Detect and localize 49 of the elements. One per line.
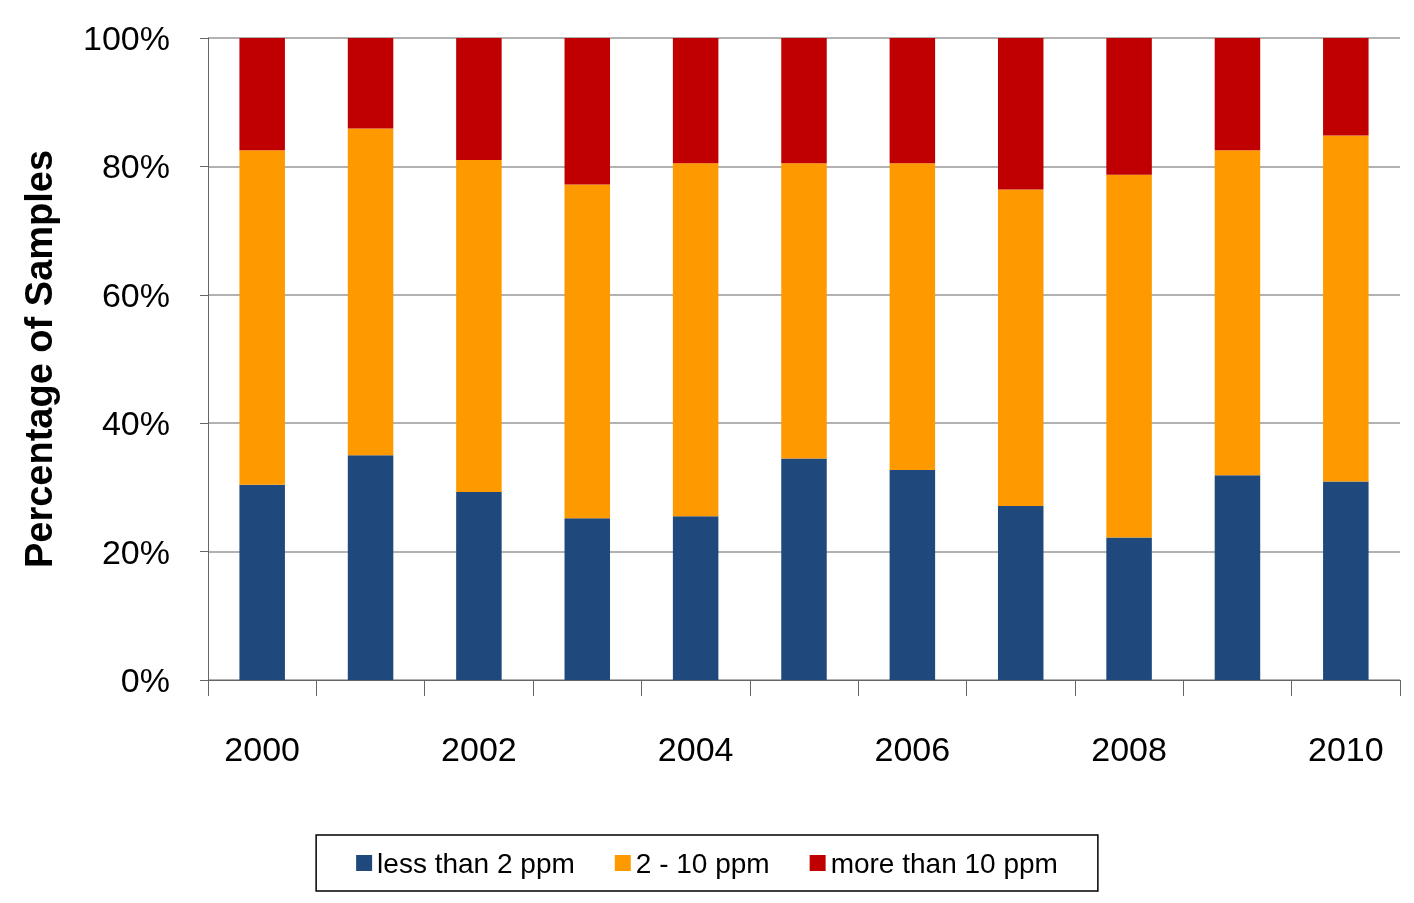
x-tick-label: 2010 [1308, 730, 1384, 768]
bar [997, 38, 1044, 190]
x-tick-label: 2006 [874, 730, 951, 768]
y-tick-label: 80% [101, 147, 170, 186]
x-tick-label: 2004 [657, 730, 734, 768]
bar [239, 38, 285, 151]
bar [239, 484, 285, 680]
bar [564, 38, 611, 185]
bar [781, 38, 827, 164]
bar [456, 159, 502, 492]
bar [672, 38, 719, 164]
bar [456, 38, 502, 160]
bar [1214, 150, 1261, 476]
bar [1214, 475, 1261, 680]
x-tick-label: 2000 [224, 730, 300, 768]
bar [1106, 537, 1152, 680]
bar [1214, 38, 1261, 151]
bar [889, 470, 936, 680]
legend-label: 2 - 10 ppm [635, 847, 770, 879]
bar [781, 458, 827, 680]
x-tick-label: 2002 [441, 730, 517, 768]
y-tick-label: 20% [101, 532, 170, 571]
bar [672, 516, 719, 680]
bar [1323, 481, 1369, 680]
bar [781, 163, 827, 459]
bar [1323, 38, 1369, 136]
bar [997, 189, 1044, 507]
bar [1106, 38, 1152, 175]
y-tick-label: 0% [120, 661, 170, 699]
bar [672, 163, 719, 517]
y-tick-label: 40% [101, 404, 170, 443]
bar [456, 491, 502, 680]
y-tick-label: 60% [101, 275, 170, 314]
legend-label: less than 2 ppm [377, 847, 575, 879]
y-tick-label: 100% [83, 19, 170, 57]
bar [347, 38, 394, 129]
bar [889, 38, 936, 164]
bar [347, 128, 394, 456]
bar [997, 506, 1044, 680]
bar [347, 455, 394, 680]
legend-label: more than 10 ppm [830, 847, 1058, 879]
bar [239, 150, 285, 485]
bar [889, 163, 936, 471]
bar [564, 518, 611, 680]
x-tick-label: 2008 [1091, 730, 1167, 768]
y-axis-title: Percentage of Samples [18, 149, 60, 569]
bar [564, 184, 611, 519]
bar [1323, 135, 1369, 482]
bar [1106, 174, 1152, 538]
